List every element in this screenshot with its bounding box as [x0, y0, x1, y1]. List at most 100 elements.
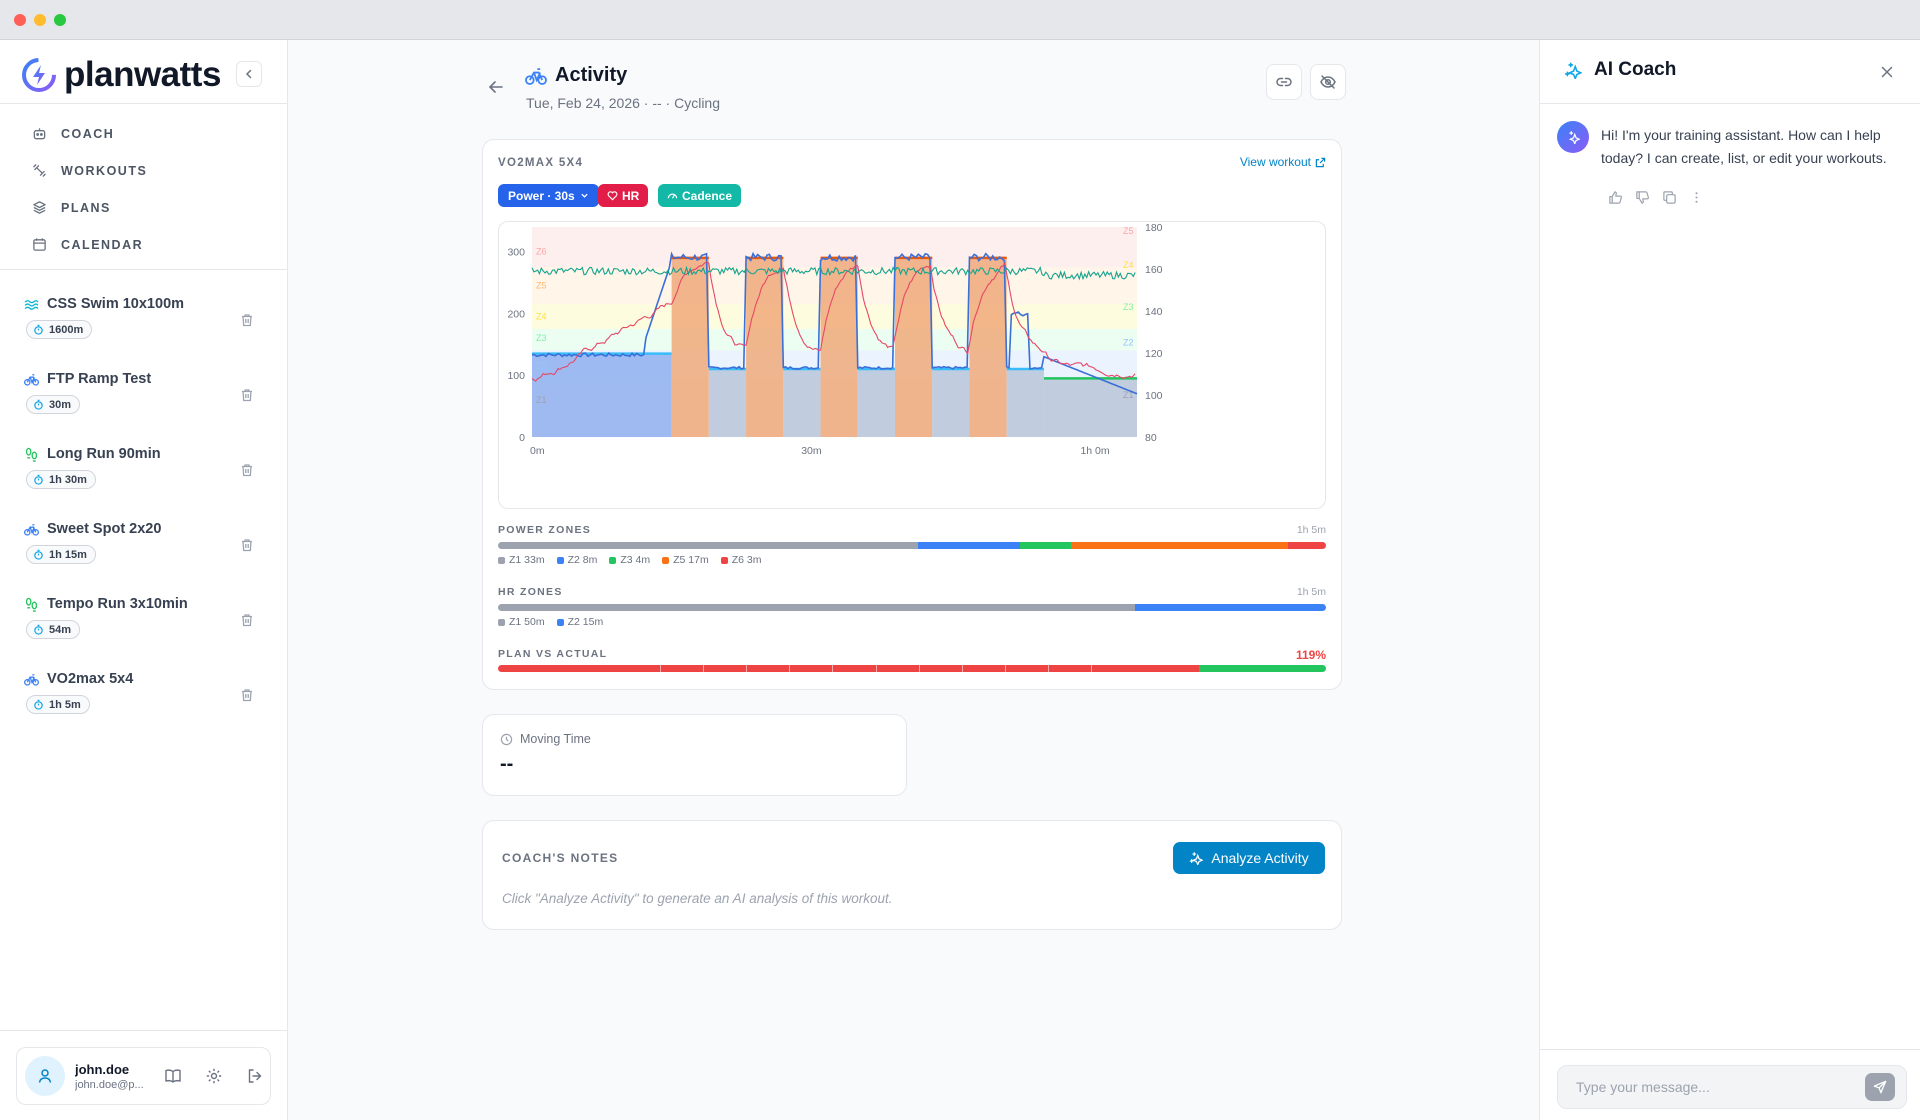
delete-workout-button[interactable] [240, 388, 254, 407]
workout-title: Tempo Run 3x10min [47, 596, 188, 612]
bike-icon [24, 523, 39, 536]
activity-chart[interactable]: 0 100 200 300 80 100 120 140 160 180 0m 30m 1h 0m Z1 Z… [498, 221, 1326, 509]
hr-metric-toggle[interactable]: HR [598, 184, 649, 207]
cadence-metric-toggle[interactable]: Cadence [658, 184, 742, 207]
analyze-activity-button[interactable]: Analyze Activity [1173, 842, 1325, 874]
interval-divider [1005, 665, 1007, 672]
calendar-icon [33, 238, 46, 251]
collapse-sidebar-button[interactable] [236, 61, 262, 87]
zone-legend-label: Z5 17m [673, 554, 709, 566]
send-message-button[interactable] [1865, 1073, 1895, 1101]
run-icon [25, 447, 38, 462]
dumbbell-icon [33, 164, 46, 177]
hide-activity-button[interactable] [1310, 64, 1346, 100]
x-tick-label: 1h 0m [1080, 445, 1109, 457]
maximize-window-dot[interactable] [54, 14, 66, 26]
settings-button[interactable] [205, 1067, 223, 1085]
interval-divider [659, 665, 661, 672]
nav-item-workouts[interactable]: WORKOUTS [32, 152, 147, 189]
workout-title: FTP Ramp Test [47, 371, 152, 387]
right-zone-label: Z1 [1123, 390, 1134, 400]
copy-message-button[interactable] [1662, 190, 1677, 205]
logout-button[interactable] [246, 1067, 264, 1085]
nav-item-plans[interactable]: PLANS [32, 189, 147, 226]
planned-interval-bar [708, 369, 747, 437]
nav-item-calendar[interactable]: CALENDAR [32, 226, 147, 263]
x-tick-label: 0m [530, 445, 545, 457]
list-item[interactable]: VO2max 5x4 1h 5m [24, 667, 264, 742]
list-item[interactable]: CSS Swim 10x100m 1600m [24, 292, 264, 367]
thumbs-down-icon [1636, 191, 1649, 204]
trash-icon [242, 614, 252, 627]
thumbs-down-button[interactable] [1635, 190, 1650, 205]
arrow-left-icon [488, 81, 503, 93]
user-card: john.doe john.doe@p... [16, 1047, 271, 1105]
trash-icon [242, 689, 252, 702]
minimize-window-dot[interactable] [34, 14, 46, 26]
planned-interval-bar [671, 257, 709, 437]
power-metric-toggle[interactable]: Power · 30s [498, 184, 599, 207]
delete-workout-button[interactable] [240, 538, 254, 557]
timer-icon [34, 624, 43, 635]
chat-message-input[interactable] [1557, 1065, 1907, 1109]
more-options-button[interactable] [1689, 190, 1704, 205]
sparkles-icon [1568, 131, 1580, 144]
delete-workout-button[interactable] [240, 463, 254, 482]
zone-segment [918, 542, 1021, 549]
zone-legend-label: Z2 15m [567, 616, 604, 628]
plan-vs-actual-bar [498, 665, 1326, 672]
list-item[interactable]: Long Run 90min 1h 30m [24, 442, 264, 517]
duration-badge: 1h 5m [26, 695, 90, 714]
trash-icon [242, 389, 252, 402]
right-zone-label: Z2 [1123, 338, 1134, 348]
swim-icon [24, 299, 39, 310]
eye-off-icon [1320, 75, 1336, 89]
thumbs-up-button[interactable] [1608, 190, 1623, 205]
power-zones-legend: Z1 33m Z2 8m Z3 4m Z5 17m Z6 3m [498, 554, 762, 566]
trash-icon [242, 464, 252, 477]
view-workout-link[interactable]: View workout [1240, 155, 1326, 169]
list-item[interactable]: FTP Ramp Test 30m [24, 367, 264, 442]
list-item[interactable]: Tempo Run 3x10min 54m [24, 592, 264, 667]
duration-badge: 1600m [26, 320, 93, 339]
y-left-tick-label: 200 [507, 308, 525, 320]
interval-divider [1048, 665, 1050, 672]
sidebar: planwatts COACH WORKOUTS PLANS CALENDAR … [0, 40, 288, 1120]
avatar[interactable] [25, 1056, 65, 1096]
run-icon [25, 597, 38, 612]
duration-badge: 30m [26, 395, 81, 414]
docs-button[interactable] [164, 1067, 182, 1085]
hr-zones-label: HR ZONES [498, 586, 563, 598]
delete-workout-button[interactable] [240, 313, 254, 332]
nav-label: WORKOUTS [61, 163, 148, 178]
delete-workout-button[interactable] [240, 613, 254, 632]
brand-name: planwatts [64, 55, 221, 94]
left-zone-label: Z2 [536, 361, 547, 371]
close-window-dot[interactable] [14, 14, 26, 26]
delete-workout-button[interactable] [240, 688, 254, 707]
y-left-tick-label: 0 [519, 432, 525, 444]
zone-legend-item: Z1 33m [498, 554, 545, 566]
workout-title: VO2max 5x4 [47, 671, 134, 687]
hr-pill-label: HR [622, 188, 640, 203]
back-button[interactable] [487, 78, 505, 101]
copy-link-button[interactable] [1266, 64, 1302, 100]
nav-item-coach[interactable]: COACH [32, 115, 147, 152]
more-vertical-icon [1695, 192, 1698, 203]
link-icon [1276, 77, 1292, 87]
robot-icon [33, 128, 46, 140]
right-zone-label: Z3 [1123, 302, 1134, 312]
close-coach-button[interactable] [1880, 65, 1894, 79]
list-item[interactable]: Sweet Spot 2x20 1h 15m [24, 517, 264, 592]
send-icon [1873, 1080, 1887, 1094]
main-content: Activity Tue, Feb 24, 2026 · -- · Cyclin… [289, 40, 1539, 1120]
left-zone-label: Z5 [536, 281, 547, 291]
zone-legend-item: Z3 4m [609, 554, 650, 566]
planned-interval-bar [746, 257, 784, 437]
hr-zones-bar [498, 604, 1326, 611]
chat-input-area [1540, 1049, 1920, 1120]
power-zones-bar [498, 542, 1326, 549]
zone-swatch [498, 618, 505, 626]
brand-logo[interactable]: planwatts [22, 53, 266, 97]
power-zones-total: 1h 5m [1296, 524, 1326, 536]
